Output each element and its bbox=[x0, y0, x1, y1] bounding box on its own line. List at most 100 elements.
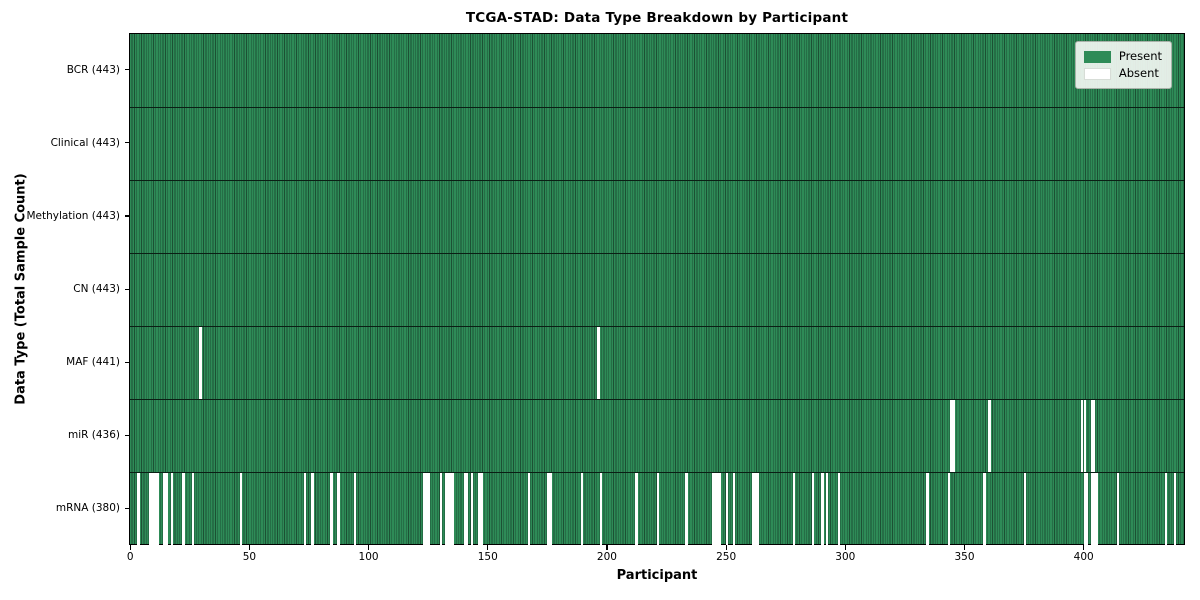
absent-stripe-miR bbox=[950, 399, 953, 473]
absent-stripe-mRNA bbox=[1023, 472, 1027, 546]
absent-stripe-mRNA bbox=[449, 472, 452, 546]
absent-stripe-mRNA bbox=[714, 472, 717, 546]
legend: Present Absent bbox=[1074, 41, 1172, 89]
y-tick-mark bbox=[124, 69, 129, 71]
x-tick-label-250: 250 bbox=[716, 551, 737, 563]
absent-stripe-mRNA bbox=[466, 472, 469, 546]
legend-label-absent: Absent bbox=[1118, 66, 1159, 80]
absent-stripe-mRNA bbox=[947, 472, 950, 546]
absent-stripe-mRNA bbox=[1090, 472, 1094, 546]
y-tick-label-miR: miR (436) bbox=[67, 429, 120, 442]
absent-stripe-mRNA bbox=[337, 472, 340, 546]
absent-stripe-mRNA bbox=[549, 472, 552, 546]
absent-stripe-mRNA bbox=[1164, 472, 1167, 546]
x-tick-label-150: 150 bbox=[477, 551, 498, 563]
absent-stripe-miR bbox=[952, 399, 955, 473]
x-tick-label-50: 50 bbox=[242, 551, 257, 563]
absent-stripe-mRNA bbox=[156, 472, 159, 546]
y-tick-label-mRNA: mRNA (380) bbox=[55, 502, 120, 515]
absent-stripe-mRNA bbox=[1095, 472, 1098, 546]
absent-stripe-mRNA bbox=[191, 472, 195, 546]
absent-stripe-mRNA bbox=[1116, 472, 1120, 546]
row-separator bbox=[130, 106, 1184, 108]
absent-stripe-mRNA bbox=[983, 472, 986, 546]
y-tick-label-MAF: MAF (441) bbox=[66, 356, 120, 369]
x-tick-mark bbox=[844, 545, 846, 550]
absent-stripe-mRNA bbox=[718, 472, 722, 546]
absent-stripe-miR bbox=[1081, 399, 1084, 473]
absent-stripe-mRNA bbox=[1174, 472, 1177, 546]
x-tick-mark bbox=[964, 545, 966, 550]
absent-stripe-mRNA bbox=[685, 472, 688, 546]
y-tick-mark bbox=[124, 434, 129, 436]
absent-stripe-mRNA bbox=[463, 472, 467, 546]
absent-stripe-mRNA bbox=[599, 472, 602, 546]
absent-stripe-mRNA bbox=[427, 472, 431, 546]
x-tick-label-400: 400 bbox=[1073, 551, 1094, 563]
y-tick-label-BCR: BCR (443) bbox=[66, 63, 120, 76]
absent-stripe-mRNA bbox=[153, 472, 157, 546]
x-tick-mark bbox=[1083, 545, 1085, 550]
absent-stripe-mRNA bbox=[635, 472, 638, 546]
absent-stripe-mRNA bbox=[733, 472, 736, 546]
absent-stripe-mRNA bbox=[1093, 472, 1096, 546]
row-separator bbox=[130, 399, 1184, 401]
x-tick-label-100: 100 bbox=[358, 551, 379, 563]
x-tick-label-0: 0 bbox=[126, 551, 134, 563]
absent-stripe-mRNA bbox=[716, 472, 719, 546]
x-tick-mark bbox=[725, 545, 727, 550]
absent-stripe-mRNA bbox=[528, 472, 531, 546]
chart-title: TCGA-STAD: Data Type Breakdown by Partic… bbox=[465, 10, 849, 26]
x-tick-mark bbox=[487, 545, 489, 550]
row-separator bbox=[130, 326, 1184, 328]
absent-stripe-mRNA bbox=[330, 472, 333, 546]
absent-stripe-mRNA bbox=[656, 472, 660, 546]
absent-swatch bbox=[1083, 67, 1111, 80]
y-tick-mark bbox=[124, 142, 129, 144]
y-tick-label-Methylation: Methylation (443) bbox=[26, 209, 120, 222]
absent-stripe-mRNA bbox=[170, 472, 173, 546]
x-tick-label-300: 300 bbox=[835, 551, 856, 563]
plot-area: Present Absent bbox=[129, 33, 1185, 546]
absent-stripe-mRNA bbox=[811, 472, 815, 546]
absent-stripe-mRNA bbox=[826, 472, 829, 546]
x-tick-label-350: 350 bbox=[954, 551, 975, 563]
absent-stripe-mRNA bbox=[837, 472, 841, 546]
x-tick-mark bbox=[606, 545, 608, 550]
absent-stripe-MAF bbox=[199, 326, 202, 400]
y-tick-mark bbox=[124, 288, 129, 290]
row-separator bbox=[130, 179, 1184, 181]
absent-stripe-MAF bbox=[597, 326, 600, 400]
absent-stripe-mRNA bbox=[756, 472, 760, 546]
y-tick-mark bbox=[124, 361, 129, 363]
present-swatch bbox=[1083, 50, 1111, 63]
absent-stripe-mRNA bbox=[470, 472, 474, 546]
absent-stripe-mRNA bbox=[547, 472, 550, 546]
absent-stripe-mRNA bbox=[239, 472, 243, 546]
absent-stripe-mRNA bbox=[354, 472, 357, 546]
absent-stripe-miR bbox=[1090, 399, 1094, 473]
absent-stripe-mRNA bbox=[754, 472, 757, 546]
absent-stripe-mRNA bbox=[137, 472, 140, 546]
absent-stripe-mRNA bbox=[423, 472, 426, 546]
y-tick-label-CN: CN (443) bbox=[73, 283, 120, 295]
legend-item-present: Present bbox=[1083, 48, 1162, 65]
x-tick-mark bbox=[368, 545, 370, 550]
absent-stripe-mRNA bbox=[439, 472, 443, 546]
absent-stripe-mRNA bbox=[752, 472, 755, 546]
row-separator bbox=[130, 252, 1184, 254]
legend-item-absent: Absent bbox=[1083, 65, 1162, 82]
absent-stripe-miR bbox=[1083, 399, 1086, 473]
absent-stripe-mRNA bbox=[451, 472, 455, 546]
y-tick-label-Clinical: Clinical (443) bbox=[50, 136, 120, 149]
y-tick-mark bbox=[124, 507, 129, 510]
absent-stripe-mRNA bbox=[165, 472, 169, 546]
absent-stripe-mRNA bbox=[425, 472, 428, 546]
absent-stripe-mRNA bbox=[447, 472, 450, 546]
x-axis-label: Participant bbox=[616, 568, 698, 583]
absent-stripe-mRNA bbox=[711, 472, 714, 546]
absent-stripe-mRNA bbox=[480, 472, 483, 546]
absent-stripe-miR bbox=[1093, 399, 1096, 473]
absent-stripe-mRNA bbox=[311, 472, 314, 546]
